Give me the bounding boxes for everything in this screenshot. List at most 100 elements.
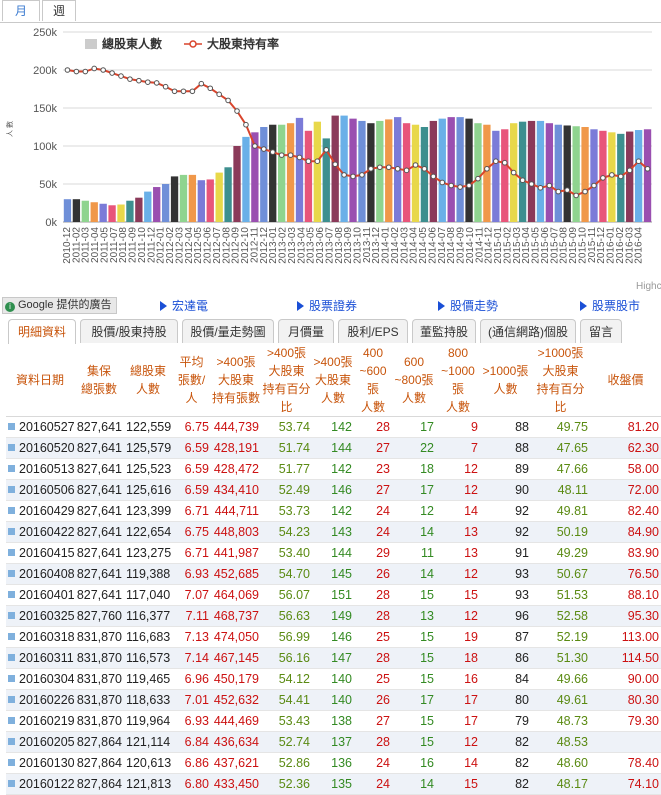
bar-total-shareholders[interactable] <box>197 180 205 222</box>
line-point[interactable] <box>573 192 579 199</box>
bar-total-shareholders[interactable] <box>545 123 554 222</box>
bar-total-shareholders[interactable] <box>224 167 232 222</box>
table-row[interactable]: 20160226 831,870 118,633 7.01 452,632 54.41 14… <box>6 689 661 711</box>
bar-total-shareholders[interactable] <box>358 120 366 222</box>
bar-total-shareholders[interactable] <box>63 199 72 222</box>
tab-comments[interactable]: 留言 <box>580 319 622 343</box>
line-point[interactable] <box>243 121 249 128</box>
bar-total-shareholders[interactable] <box>108 205 116 222</box>
line-point[interactable] <box>359 172 365 178</box>
line-point[interactable] <box>341 172 347 178</box>
bar-total-shareholders[interactable] <box>536 120 545 222</box>
bar-total-shareholders[interactable] <box>304 130 313 222</box>
bar-total-shareholders[interactable] <box>465 118 473 222</box>
bar-total-shareholders[interactable] <box>260 127 268 222</box>
tab-details[interactable]: 明細資料 <box>8 319 76 344</box>
line-point[interactable] <box>626 167 633 174</box>
table-row[interactable]: 20160527 827,641 122,559 6.75 444,739 53.74 14… <box>6 416 661 438</box>
ad-link-price-trend[interactable]: 股價走勢 <box>438 297 498 314</box>
bar-total-shareholders[interactable] <box>581 127 589 222</box>
line-point[interactable] <box>234 108 240 114</box>
table-row[interactable]: 20160304 831,870 119,465 6.96 450,179 54.12 14… <box>6 668 661 690</box>
chart-legend[interactable]: 總股東人數 大股東持有率 <box>85 36 279 51</box>
line-point[interactable] <box>510 169 517 176</box>
bar-total-shareholders[interactable] <box>144 191 152 222</box>
bar-total-shareholders[interactable] <box>269 124 277 222</box>
tab-dividend-eps[interactable]: 股利/EPS <box>338 319 408 343</box>
ad-link-htc[interactable]: 宏達電 <box>160 297 208 314</box>
bar-total-shareholders[interactable] <box>492 130 500 222</box>
bar-total-shareholders[interactable] <box>126 200 134 222</box>
line-point[interactable] <box>368 166 374 172</box>
line-point[interactable] <box>269 149 276 155</box>
line-point[interactable] <box>136 77 142 84</box>
line-point[interactable] <box>377 164 383 171</box>
bar-total-shareholders[interactable] <box>81 200 89 222</box>
bar-total-shareholders[interactable] <box>117 204 125 222</box>
line-point[interactable] <box>171 88 178 95</box>
line-point[interactable] <box>501 159 508 166</box>
table-row[interactable]: 20160429 827,641 123,399 6.71 444,711 53.73 14… <box>6 500 661 522</box>
line-point[interactable] <box>118 73 124 79</box>
line-point[interactable] <box>198 80 205 87</box>
table-row[interactable]: 20160325 827,760 116,377 7.11 468,737 56.63 14… <box>6 605 661 627</box>
bar-total-shareholders[interactable] <box>527 120 536 222</box>
table-row[interactable]: 20160318 831,870 116,683 7.13 474,050 56.99 14… <box>6 626 661 648</box>
line-point[interactable] <box>207 85 214 92</box>
line-point[interactable] <box>127 76 133 82</box>
line-point[interactable] <box>457 184 463 190</box>
bar-total-shareholders[interactable] <box>170 176 179 222</box>
table-row[interactable]: 20160205 827,864 121,114 6.84 436,634 52.74 13… <box>6 731 661 753</box>
bar-total-shareholders[interactable] <box>135 197 143 222</box>
bar-total-shareholders[interactable] <box>313 121 321 222</box>
tab-director-holdings[interactable]: 董監持股 <box>412 319 476 343</box>
bar-total-shareholders[interactable] <box>554 124 562 222</box>
line-point[interactable] <box>180 88 187 95</box>
bar-total-shareholders[interactable] <box>420 127 429 222</box>
line-point[interactable] <box>609 172 615 178</box>
line-point[interactable] <box>555 188 562 195</box>
line-point[interactable] <box>635 158 642 164</box>
line-point[interactable] <box>261 146 267 152</box>
line-point[interactable] <box>537 185 544 191</box>
bar-total-shareholders[interactable] <box>215 172 223 222</box>
line-point[interactable] <box>91 65 98 72</box>
line-point[interactable] <box>600 175 606 181</box>
line-point[interactable] <box>332 161 338 168</box>
line-point[interactable] <box>617 173 624 180</box>
bar-total-shareholders[interactable] <box>501 129 509 222</box>
bar-total-shareholders[interactable] <box>367 123 375 222</box>
bar-total-shareholders[interactable] <box>322 138 330 222</box>
bar-total-shareholders[interactable] <box>206 179 214 222</box>
bar-total-shareholders[interactable] <box>161 184 170 222</box>
line-point[interactable] <box>64 67 71 73</box>
bar-total-shareholders[interactable] <box>456 117 464 222</box>
bar-total-shareholders[interactable] <box>438 118 446 222</box>
bar-total-shareholders[interactable] <box>90 202 98 222</box>
line-point[interactable] <box>216 91 222 98</box>
bar-total-shareholders[interactable] <box>376 120 384 222</box>
line-point[interactable] <box>475 175 481 182</box>
line-point[interactable] <box>100 67 106 73</box>
line-point[interactable] <box>153 80 160 86</box>
bar-total-shareholders[interactable] <box>179 174 188 222</box>
bar-total-shareholders[interactable] <box>643 129 652 222</box>
line-point[interactable] <box>252 143 258 149</box>
bar-total-shareholders[interactable] <box>474 123 482 222</box>
table-row[interactable]: 20160219 831,870 119,964 6.93 444,469 53.43 13… <box>6 710 661 732</box>
line-point[interactable] <box>305 158 312 164</box>
line-point[interactable] <box>287 152 294 158</box>
table-row[interactable]: 20160130 827,864 120,613 6.86 437,621 52.86 13… <box>6 752 661 774</box>
bar-total-shareholders[interactable] <box>483 124 491 222</box>
bar-total-shareholders[interactable] <box>277 124 286 222</box>
bar-total-shareholders[interactable] <box>590 129 598 222</box>
bar-total-shareholders[interactable] <box>518 121 527 222</box>
table-row[interactable]: 20160506 827,641 125,616 6.59 434,410 52.49 14… <box>6 479 661 501</box>
tab-month[interactable]: 月 <box>2 0 40 21</box>
bar-total-shareholders[interactable] <box>251 132 259 222</box>
line-point[interactable] <box>582 188 588 195</box>
line-point[interactable] <box>493 158 499 164</box>
table-row[interactable]: 20160408 827,641 119,388 6.93 452,685 54.70 14… <box>6 563 661 585</box>
tab-price-volume-chart[interactable]: 股價/量走勢圖 <box>182 319 274 343</box>
line-point[interactable] <box>403 167 410 174</box>
